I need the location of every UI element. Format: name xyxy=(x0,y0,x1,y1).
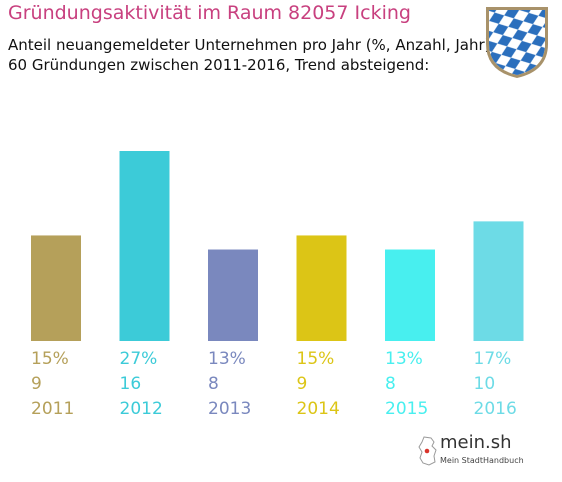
bar-2011 xyxy=(31,235,81,341)
bar-2015 xyxy=(385,249,435,341)
brand-name: mein.sh xyxy=(440,432,512,453)
percent-label-2016: 17% xyxy=(474,349,512,369)
count-label-2016: 10 xyxy=(474,374,496,394)
brand-logo[interactable]: mein.sh Mein StadtHandbuch xyxy=(418,432,548,476)
percent-label-2012: 27% xyxy=(120,349,158,369)
year-label-2013: 2013 xyxy=(208,399,251,419)
bar-2014 xyxy=(296,235,347,341)
year-label-2014: 2014 xyxy=(297,399,340,419)
percent-label-2015: 13% xyxy=(385,349,423,369)
count-label-2012: 16 xyxy=(120,374,142,394)
bavarian-coat-of-arms-icon xyxy=(483,4,551,78)
count-label-2015: 8 xyxy=(385,374,396,394)
brand-tagline: Mein StadtHandbuch xyxy=(440,456,524,465)
bar-2013 xyxy=(208,249,258,341)
chart-subtitle-2: 60 Gründungen zwischen 2011-2016, Trend … xyxy=(8,56,430,74)
chart-title: Gründungsaktivität im Raum 82057 Icking xyxy=(8,2,411,24)
count-label-2014: 9 xyxy=(297,374,308,394)
percent-label-2014: 15% xyxy=(297,349,335,369)
year-label-2012: 2012 xyxy=(120,399,163,419)
germany-map-icon xyxy=(418,436,438,466)
year-label-2016: 2016 xyxy=(474,399,517,419)
percent-label-2013: 13% xyxy=(208,349,246,369)
year-label-2011: 2011 xyxy=(31,399,74,419)
year-label-2015: 2015 xyxy=(385,399,428,419)
count-label-2011: 9 xyxy=(31,374,42,394)
bar-2012 xyxy=(119,151,170,341)
chart-subtitle-1: Anteil neuangemeldeter Unternehmen pro J… xyxy=(8,36,491,54)
count-label-2013: 8 xyxy=(208,374,219,394)
bar-2016 xyxy=(473,221,524,341)
percent-label-2011: 15% xyxy=(31,349,69,369)
